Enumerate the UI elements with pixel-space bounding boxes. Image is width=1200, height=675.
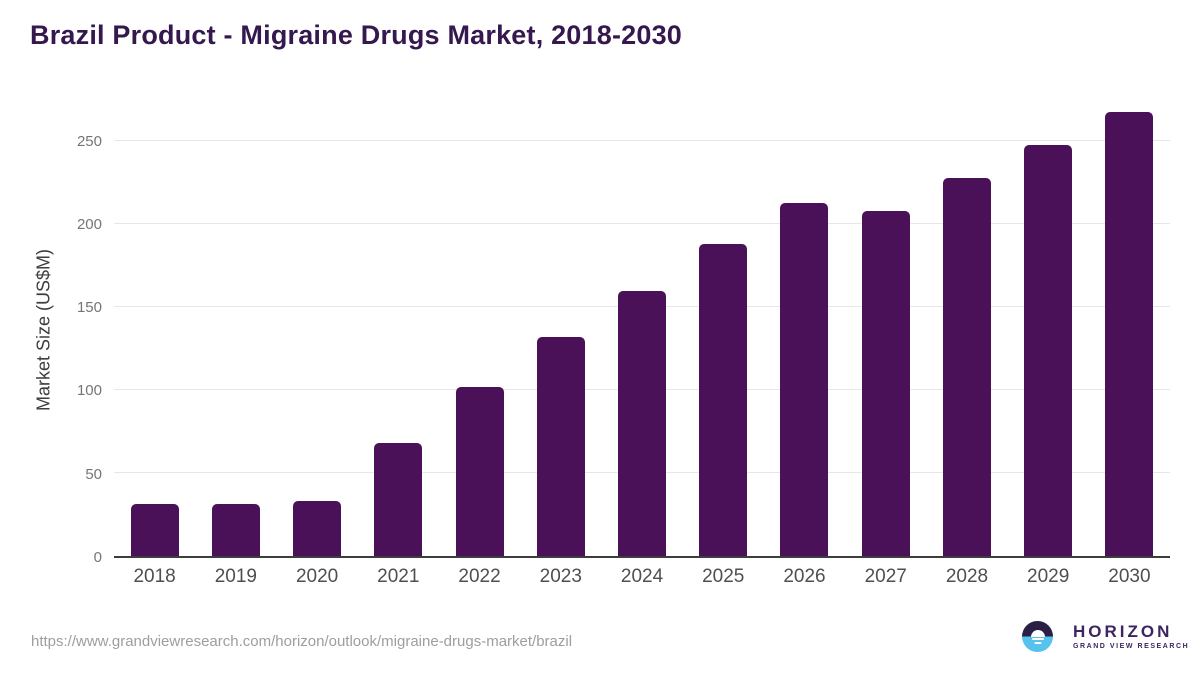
- bar-slot-2020: [276, 100, 357, 556]
- water-ripple-icon: [1034, 642, 1041, 644]
- x-tick-label-2020: 2020: [295, 566, 339, 587]
- bar-slot-2029: [1008, 100, 1089, 556]
- bar-2023[interactable]: [536, 337, 585, 556]
- x-tick-label-2019: 2019: [214, 566, 257, 587]
- gridline-250: [114, 140, 1170, 142]
- bar-2021[interactable]: [374, 443, 423, 556]
- y-tick-label-250: 250: [76, 132, 102, 150]
- x-tick-label-2028: 2028: [945, 566, 989, 587]
- y-axis-tick-labels: 0 50 100 150 200 250: [36, 100, 102, 565]
- x-tick-label-2021: 2021: [377, 566, 420, 587]
- bar-2024[interactable]: [618, 290, 667, 556]
- y-tick-label-200: 200: [76, 215, 102, 233]
- horizon-logo: HORIZON GRAND VIEW RESEARCH: [1022, 621, 1189, 652]
- logo-brand: HORIZON: [1073, 622, 1173, 641]
- bar-slot-2024: [601, 100, 682, 556]
- bar-slot-2018: [114, 100, 195, 556]
- x-axis-tick-labels: 2018 2019 2020 2021 2022 2023 2024 2025 2026 2027…: [114, 566, 1170, 588]
- bar-2025[interactable]: [699, 244, 748, 556]
- bar-slot-2026: [764, 100, 845, 556]
- horizon-logo-icon: [1022, 621, 1053, 652]
- water-ripple-icon: [1031, 638, 1044, 640]
- bar-slot-2027: [845, 100, 926, 556]
- chart-title: Brazil Product - Migraine Drugs Market, …: [30, 20, 683, 50]
- x-tick-label-2018: 2018: [133, 566, 176, 587]
- bar-slot-2025: [683, 100, 764, 556]
- x-tick-label-2025: 2025: [702, 566, 745, 587]
- source-url: https://www.grandviewresearch.com/horizo…: [31, 633, 573, 650]
- bar-slot-2030: [1089, 100, 1170, 556]
- x-tick-label-2022: 2022: [458, 566, 501, 587]
- bar-2027[interactable]: [861, 211, 910, 556]
- y-tick-label-0: 0: [93, 549, 102, 566]
- x-tick-label-2029: 2029: [1027, 566, 1070, 587]
- y-tick-label-50: 50: [85, 465, 102, 483]
- x-tick-label-2026: 2026: [783, 566, 826, 587]
- x-tick-label-2024: 2024: [620, 566, 664, 587]
- bar-2029[interactable]: [1024, 144, 1073, 556]
- bar-series: [114, 100, 1170, 556]
- y-tick-label-150: 150: [76, 299, 102, 317]
- bar-2018[interactable]: [130, 503, 179, 556]
- bar-2022[interactable]: [455, 386, 504, 556]
- bar-2026[interactable]: [780, 202, 829, 556]
- bar-slot-2028: [926, 100, 1007, 556]
- logo-tagline: GRAND VIEW RESEARCH: [1073, 643, 1190, 650]
- bar-2030[interactable]: [1105, 111, 1154, 556]
- y-tick-label-100: 100: [76, 382, 102, 400]
- plot-area: [114, 100, 1170, 558]
- logo-text: HORIZON GRAND VIEW RESEARCH: [1073, 622, 1190, 651]
- bar-slot-2019: [195, 100, 276, 556]
- bar-2028[interactable]: [942, 177, 991, 556]
- bar-slot-2022: [439, 100, 520, 556]
- bar-2020[interactable]: [293, 501, 342, 556]
- x-tick-label-2027: 2027: [864, 566, 907, 587]
- x-tick-label-2023: 2023: [539, 566, 582, 587]
- bar-slot-2021: [358, 100, 439, 556]
- x-tick-label-2030: 2030: [1108, 566, 1151, 587]
- bar-2019[interactable]: [211, 503, 260, 556]
- bar-slot-2023: [520, 100, 601, 556]
- sun-dome-icon: [1030, 629, 1045, 637]
- gridline-200: [114, 223, 1170, 225]
